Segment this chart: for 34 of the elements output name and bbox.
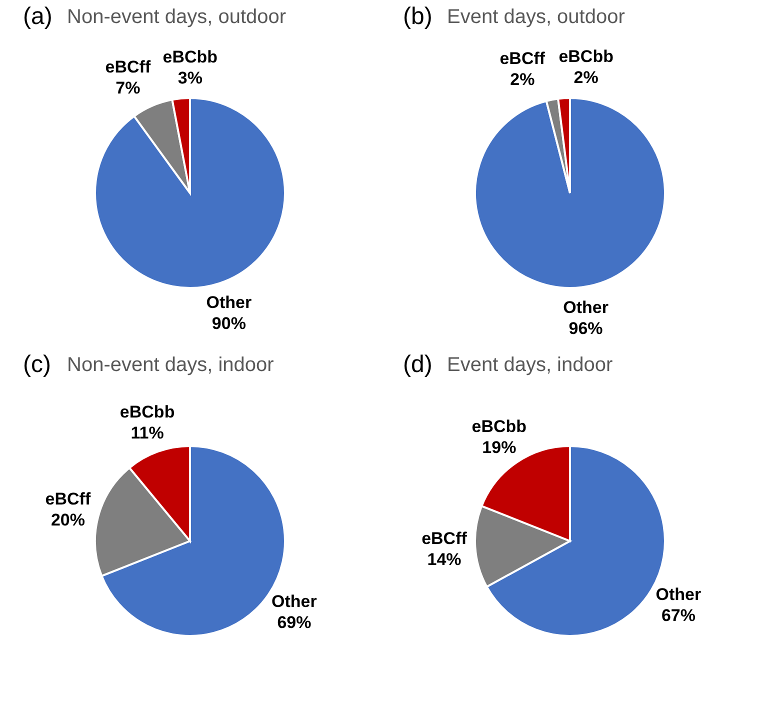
slice-label: eBCbb bbox=[162, 48, 218, 67]
data-label: 69% bbox=[277, 612, 312, 632]
data-label: 7% bbox=[116, 78, 140, 98]
data-label: 19% bbox=[482, 438, 516, 457]
text: (b) bbox=[403, 3, 432, 30]
chart-title: Non-event days, outdoor bbox=[67, 6, 286, 28]
text: (c) bbox=[23, 351, 51, 378]
data-label: 3% bbox=[178, 68, 202, 88]
slice-label: eBCbb bbox=[558, 47, 614, 66]
slice-label: eBCbb bbox=[120, 402, 175, 422]
slice-label: eBCff bbox=[422, 528, 468, 548]
chart-title: Event days, indoor bbox=[447, 354, 613, 376]
pie-slice bbox=[94, 97, 286, 289]
chart-title: Event days, outdoor bbox=[447, 6, 626, 28]
chart-title: Non-event days, indoor bbox=[67, 354, 274, 376]
data-label: 67% bbox=[661, 606, 696, 626]
text: (a) bbox=[23, 3, 52, 30]
pie-slice bbox=[474, 97, 666, 289]
data-label: 20% bbox=[50, 510, 85, 530]
slice-label: eBCff bbox=[45, 490, 91, 509]
slice-label: Other bbox=[272, 592, 318, 611]
data-label: 2% bbox=[510, 70, 535, 90]
data-label: 96% bbox=[568, 319, 603, 338]
data-label: 11% bbox=[130, 423, 164, 442]
data-label: 90% bbox=[212, 314, 246, 333]
slice-label: eBCff bbox=[500, 49, 546, 68]
slice-label: Other bbox=[206, 292, 252, 312]
data-label: 14% bbox=[427, 550, 462, 569]
slice-label: eBCbb bbox=[472, 416, 527, 436]
text: (d) bbox=[403, 351, 432, 378]
slice-label: Other bbox=[563, 298, 609, 318]
slice-label: Other bbox=[656, 585, 702, 604]
slice-label: eBCff bbox=[105, 57, 151, 76]
data-label: 2% bbox=[574, 68, 598, 88]
